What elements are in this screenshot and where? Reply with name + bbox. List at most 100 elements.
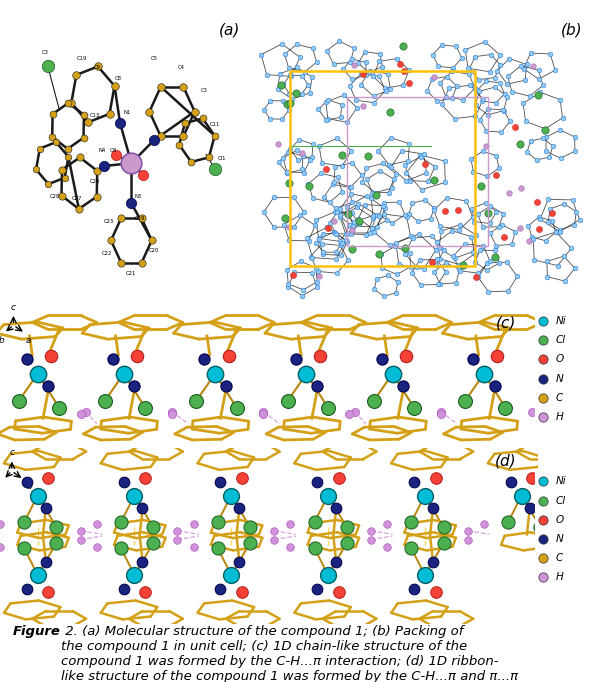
Point (115, 117, 125, 128)
Point (213, 543, 222, 554)
Point (467, 203, 477, 214)
Point (216, 583, 225, 594)
Point (63, 143, 73, 154)
Point (499, 231, 509, 242)
Point (289, 267, 299, 278)
Point (278, 152, 288, 163)
Point (92, 165, 102, 176)
Text: 2. (a) Molecular structure of the compound 1; (b) Packing of
the compound 1 in u: 2. (a) Molecular structure of the compou… (62, 625, 519, 682)
Text: (b): (b) (561, 23, 583, 38)
Point (375, 166, 385, 177)
Point (491, 240, 501, 251)
Point (64, 151, 73, 162)
Point (534, 211, 544, 222)
Point (226, 569, 236, 580)
Point (323, 113, 332, 124)
Point (299, 167, 309, 178)
Point (210, 368, 220, 379)
Point (346, 188, 356, 199)
Point (538, 80, 547, 91)
Point (385, 106, 395, 117)
Point (299, 284, 309, 295)
Point (436, 254, 445, 265)
Point (311, 262, 321, 273)
Point (332, 268, 342, 279)
Point (51, 136, 61, 147)
Point (35, 143, 45, 154)
Point (447, 93, 457, 104)
Point (437, 40, 447, 50)
Text: O: O (556, 355, 564, 364)
Point (304, 178, 313, 189)
Text: Cl1: Cl1 (218, 156, 226, 161)
Point (318, 249, 328, 260)
Point (362, 229, 371, 240)
Point (522, 147, 532, 158)
Point (331, 254, 341, 265)
Point (273, 84, 282, 95)
Point (390, 241, 400, 252)
Point (312, 57, 321, 68)
Point (432, 237, 442, 248)
Point (450, 113, 459, 124)
Text: Cl: Cl (556, 496, 566, 505)
Point (74, 203, 84, 214)
Point (345, 220, 355, 231)
Point (463, 63, 473, 74)
Point (452, 80, 462, 91)
Point (79, 132, 89, 143)
Point (466, 231, 476, 242)
Point (334, 473, 343, 484)
Point (216, 476, 225, 487)
Point (337, 186, 347, 197)
Point (137, 213, 147, 224)
Point (317, 158, 327, 168)
Point (306, 154, 315, 165)
Point (349, 59, 359, 70)
Point (408, 198, 417, 209)
Point (167, 406, 177, 417)
Point (54, 402, 64, 413)
Point (478, 241, 488, 252)
Point (314, 270, 324, 281)
Point (401, 167, 411, 178)
Point (524, 235, 533, 246)
Point (237, 473, 247, 484)
Point (307, 252, 317, 263)
Point (386, 240, 395, 251)
Point (331, 557, 341, 568)
Point (312, 476, 322, 487)
Point (57, 164, 67, 175)
Text: C: C (556, 553, 563, 563)
Point (483, 286, 493, 297)
Point (466, 153, 476, 164)
Point (43, 473, 53, 484)
Point (346, 53, 356, 64)
Point (132, 351, 142, 361)
Point (269, 222, 279, 233)
Point (141, 587, 150, 598)
Point (141, 473, 150, 484)
Point (366, 525, 376, 536)
Point (519, 63, 529, 74)
Text: C8: C8 (114, 76, 122, 81)
Point (362, 190, 372, 201)
Point (374, 56, 384, 67)
Point (277, 114, 287, 125)
Text: C27: C27 (72, 196, 82, 201)
Point (363, 150, 373, 161)
Point (361, 162, 371, 173)
Point (386, 162, 396, 173)
Text: a: a (26, 336, 31, 345)
Point (546, 48, 555, 59)
Text: (a): (a) (219, 23, 240, 38)
Point (432, 254, 442, 265)
Text: Ni: Ni (556, 477, 566, 486)
Point (310, 220, 320, 231)
Point (357, 170, 367, 181)
Point (280, 213, 290, 224)
Point (540, 125, 550, 136)
Point (360, 46, 370, 57)
Point (481, 141, 491, 152)
Point (368, 226, 378, 237)
